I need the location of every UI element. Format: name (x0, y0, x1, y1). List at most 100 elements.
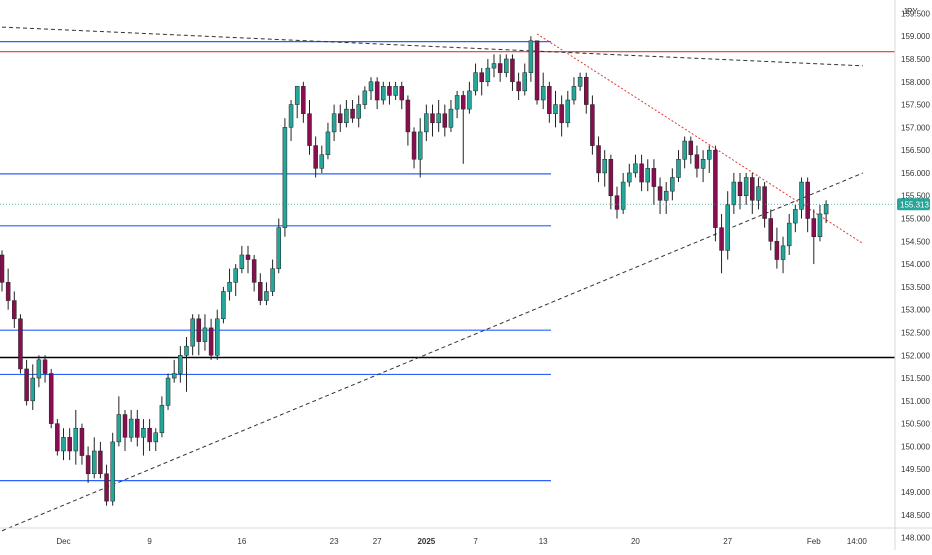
y-tick-label: 155.000 (901, 215, 930, 224)
x-tick-label: 7 (473, 537, 478, 546)
candle (516, 72, 521, 101)
candle (374, 77, 380, 110)
candle (442, 104, 448, 137)
candle (411, 127, 417, 169)
candle-body (202, 327, 208, 342)
candle (48, 368, 54, 429)
candle-body (768, 218, 773, 242)
candle-body (61, 437, 66, 452)
candle-body (128, 418, 134, 438)
candle-body (48, 373, 54, 424)
candle (208, 318, 214, 360)
candle (319, 145, 325, 173)
candle (786, 213, 792, 255)
candle (768, 209, 773, 251)
x-tick-label: Dec (56, 537, 70, 546)
y-tick-label: 149.000 (901, 488, 930, 497)
candle (350, 100, 355, 123)
candle (153, 428, 158, 451)
candle (430, 104, 435, 137)
y-tick-label: 153.500 (901, 283, 930, 292)
candle (276, 218, 281, 274)
candle (313, 136, 318, 178)
candle (676, 150, 681, 183)
candle (122, 409, 128, 451)
candle (110, 432, 115, 506)
candle-body (608, 159, 614, 196)
candle (799, 177, 804, 219)
candle (325, 122, 331, 160)
candle (602, 150, 607, 187)
y-tick-label: 153.000 (901, 306, 930, 315)
candle (61, 428, 66, 461)
trendline (1, 26, 864, 67)
x-tick-label: 9 (147, 537, 152, 546)
candle (387, 81, 392, 105)
candle (215, 309, 220, 360)
y-tick-label: 159.000 (901, 32, 930, 41)
x-tick-label: 2025 (417, 537, 435, 546)
x-tick-label: 27 (373, 537, 382, 546)
x-tick-label: Feb (807, 537, 821, 546)
candle (36, 355, 42, 388)
candle-body (362, 90, 368, 105)
candle-body (799, 181, 804, 210)
candle (288, 100, 294, 142)
candle-body (504, 58, 509, 73)
candle (811, 209, 817, 265)
candle (762, 182, 767, 228)
candle (5, 268, 11, 310)
candle (479, 68, 484, 96)
candle-body (448, 108, 454, 128)
candle (596, 136, 601, 183)
candle (485, 58, 491, 87)
candle (756, 177, 761, 210)
candle-body (251, 259, 257, 283)
candle (750, 172, 755, 214)
candle (461, 90, 466, 164)
candle-body (436, 113, 441, 124)
candle-body (92, 450, 97, 475)
candle-body (417, 131, 423, 160)
candle (307, 100, 312, 155)
candle (393, 81, 398, 101)
candle (713, 145, 718, 242)
candle-body (682, 140, 687, 160)
candle-body (424, 113, 429, 133)
candle (577, 72, 583, 91)
candle-body (547, 86, 552, 114)
candle-body (73, 427, 79, 452)
candle (165, 373, 171, 410)
y-tick-label: 152.000 (901, 351, 930, 360)
candle-body (657, 186, 663, 201)
x-tick-label: 14:00 (847, 537, 868, 546)
candle (128, 409, 134, 442)
candle (707, 145, 712, 173)
candle-body (307, 113, 312, 146)
candle (627, 163, 632, 187)
candle-body (774, 241, 780, 260)
candle-body (700, 159, 706, 169)
candle-body (55, 423, 60, 452)
candle (731, 172, 737, 214)
candle-body (245, 254, 251, 260)
candle (417, 118, 423, 178)
candle-body (178, 355, 183, 374)
candle-body (497, 63, 503, 73)
candle (645, 159, 650, 192)
y-tick-label: 158.500 (901, 55, 930, 64)
candle-body (663, 190, 669, 201)
candle (85, 446, 91, 483)
last-price-text: 155.313 (900, 200, 929, 209)
candle (18, 314, 23, 374)
y-tick-label: 157.000 (901, 123, 930, 132)
candle-body (116, 414, 122, 443)
candle-body (750, 177, 755, 201)
candle (12, 291, 17, 328)
candle (719, 213, 724, 274)
candle (559, 95, 564, 137)
candle-body (233, 268, 238, 283)
candle-body (270, 268, 275, 292)
candle (534, 40, 540, 105)
